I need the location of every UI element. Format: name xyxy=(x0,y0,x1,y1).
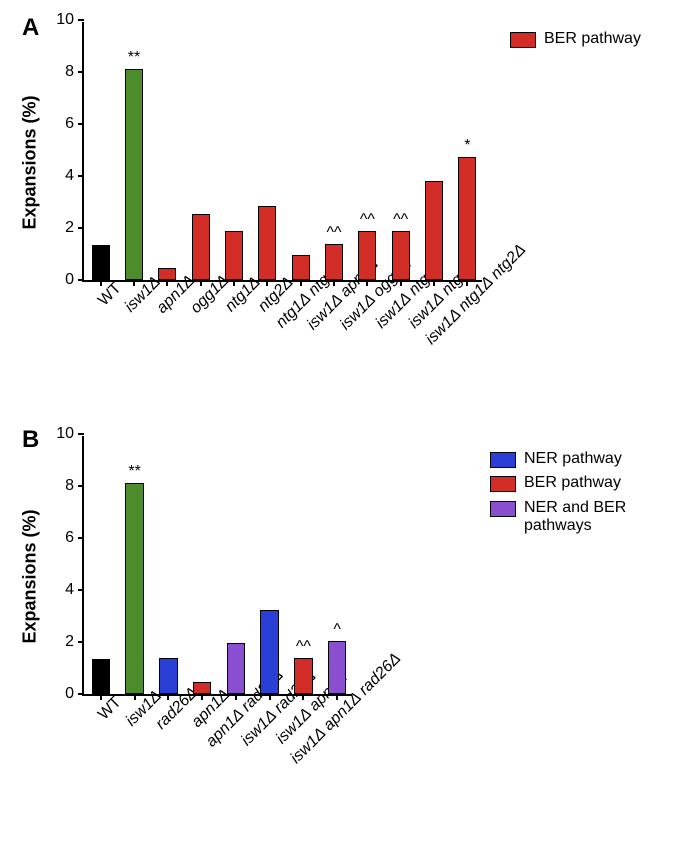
legend-label: NER pathway xyxy=(524,450,622,468)
bar-annotation: * xyxy=(464,137,470,155)
xtick-mark xyxy=(133,280,135,286)
legend-label: BER pathway xyxy=(544,30,641,48)
bar xyxy=(192,214,210,280)
bar xyxy=(292,255,310,280)
xtick-mark xyxy=(269,694,271,700)
panel-a-legend: BER pathway xyxy=(510,30,641,54)
ytick-label: 0 xyxy=(65,271,84,289)
legend-swatch xyxy=(490,452,516,468)
bar-annotation: ^^ xyxy=(393,211,408,229)
bar xyxy=(260,610,279,695)
legend-swatch xyxy=(510,32,536,48)
bar xyxy=(258,206,276,280)
panel-a-plot: 0246810WTisw1Δapn1Δogg1Δntg1Δntg2Δntg1Δ … xyxy=(82,22,482,282)
xtick-mark xyxy=(266,280,268,286)
bar xyxy=(193,682,212,694)
bar-annotation: ^^ xyxy=(360,211,375,229)
ytick-label: 0 xyxy=(65,685,84,703)
ytick-label: 10 xyxy=(56,425,84,443)
bar xyxy=(92,245,110,280)
panel-a-label: A xyxy=(22,14,39,42)
bar xyxy=(458,157,476,281)
bar xyxy=(294,658,313,694)
panel-a: A Expansions (%) 0246810WTisw1Δapn1Δogg1… xyxy=(0,0,677,420)
xtick-mark xyxy=(336,694,338,700)
xtick-mark xyxy=(235,694,237,700)
legend-item: BER pathway xyxy=(490,474,654,492)
xtick-mark xyxy=(300,280,302,286)
legend-swatch xyxy=(490,476,516,492)
bar xyxy=(125,483,144,694)
bar-annotation: ^ xyxy=(333,621,341,639)
legend-item: NER pathway xyxy=(490,450,654,468)
bar-annotation: ** xyxy=(128,49,140,67)
bar-annotation: ^^ xyxy=(326,224,341,242)
xtick-mark xyxy=(166,280,168,286)
ytick-label: 10 xyxy=(56,11,84,29)
legend-swatch xyxy=(490,501,516,517)
ytick-label: 6 xyxy=(65,529,84,547)
xtick-mark xyxy=(100,694,102,700)
xtick-mark xyxy=(466,280,468,286)
legend-item: NER and BER pathways xyxy=(490,499,654,536)
panel-a-ylabel: Expansions (%) xyxy=(20,93,41,233)
panel-b-plot: 0246810WTisw1Δrad26Δapn1Δapn1Δ rad26Δisw… xyxy=(82,436,352,696)
bar-annotation: ** xyxy=(128,463,140,481)
panel-b-legend: NER pathway BER pathway NER and BER pathwa… xyxy=(490,450,654,542)
bar xyxy=(227,643,246,694)
bar-annotation: ^^ xyxy=(296,638,311,656)
legend-label: BER pathway xyxy=(524,474,621,492)
bar xyxy=(328,641,347,694)
bar xyxy=(159,658,178,694)
legend-label: NER and BER pathways xyxy=(524,499,654,536)
xtick-mark xyxy=(400,280,402,286)
xtick-mark xyxy=(201,694,203,700)
xtick-mark xyxy=(433,280,435,286)
xtick-mark xyxy=(333,280,335,286)
bar xyxy=(92,659,111,694)
ytick-label: 8 xyxy=(65,63,84,81)
bar xyxy=(392,231,410,280)
panel-b: B Expansions (%) 0246810WTisw1Δrad26Δapn… xyxy=(0,420,677,861)
xtick-mark xyxy=(167,694,169,700)
ytick-label: 4 xyxy=(65,581,84,599)
bar xyxy=(358,231,376,280)
bar xyxy=(125,69,143,280)
bar xyxy=(425,181,443,280)
panel-b-ylabel: Expansions (%) xyxy=(20,507,41,647)
legend-item: BER pathway xyxy=(510,30,641,48)
bar xyxy=(225,231,243,280)
ytick-label: 2 xyxy=(65,219,84,237)
bar xyxy=(158,268,176,280)
xtick-mark xyxy=(100,280,102,286)
xtick-mark xyxy=(200,280,202,286)
ytick-label: 8 xyxy=(65,477,84,495)
xtick-mark xyxy=(233,280,235,286)
panel-b-label: B xyxy=(22,426,39,454)
ytick-label: 2 xyxy=(65,633,84,651)
ytick-label: 6 xyxy=(65,115,84,133)
bar xyxy=(325,244,343,280)
ytick-label: 4 xyxy=(65,167,84,185)
xtick-mark xyxy=(134,694,136,700)
xtick-mark xyxy=(302,694,304,700)
xtick-mark xyxy=(366,280,368,286)
